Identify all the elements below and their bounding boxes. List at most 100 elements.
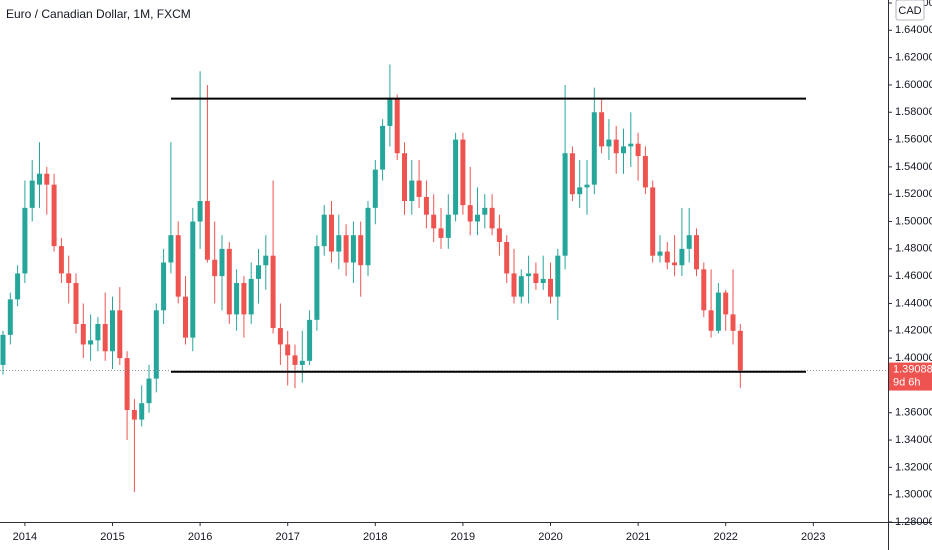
- candle-body: [482, 207, 488, 215]
- candle-body: [657, 251, 663, 256]
- candle-body: [504, 242, 510, 274]
- candle-body: [635, 143, 641, 156]
- x-tick-label: 2018: [363, 531, 387, 543]
- candle-body: [73, 282, 79, 324]
- price-axis: 1.280001.300001.320001.340001.360001.380…: [13, 0, 932, 543]
- y-tick-label: 1.34000: [895, 434, 932, 446]
- candle-body: [438, 228, 444, 238]
- candle-body: [672, 262, 678, 266]
- candle-body: [453, 139, 459, 215]
- candle-body: [358, 235, 364, 266]
- candle-body: [723, 292, 729, 315]
- y-tick-label: 1.48000: [895, 243, 932, 255]
- plot: [0, 64, 888, 492]
- x-tick-label: 2022: [713, 531, 737, 543]
- candle-body: [737, 330, 743, 371]
- candle-body: [15, 273, 21, 300]
- candle-body: [58, 246, 64, 274]
- candle-body: [212, 259, 218, 277]
- y-tick-label: 1.54000: [895, 161, 932, 173]
- candle-body: [496, 228, 502, 243]
- candle-body: [606, 139, 612, 147]
- candle-body: [489, 207, 495, 229]
- candle-body: [270, 255, 276, 329]
- candle-body: [416, 180, 422, 197]
- candle-body: [569, 153, 575, 195]
- x-tick-label: 2015: [100, 531, 124, 543]
- candle-body: [431, 214, 437, 229]
- y-tick-label: 1.36000: [895, 407, 932, 419]
- candle-body: [66, 273, 72, 283]
- candle-body: [577, 187, 583, 195]
- candle-body: [591, 112, 597, 185]
- candle-body: [219, 248, 225, 277]
- candle-body: [248, 278, 254, 315]
- candle-body: [102, 323, 108, 352]
- candle-body: [343, 235, 349, 263]
- candle-body: [613, 139, 619, 154]
- candle-body: [110, 310, 115, 352]
- candle-body: [22, 207, 28, 274]
- candle-body: [146, 378, 152, 404]
- x-tick-label: 2023: [801, 531, 825, 543]
- candle-body: [555, 255, 561, 297]
- candle-body: [307, 319, 313, 361]
- y-tick-label: 1.58000: [895, 106, 932, 118]
- x-tick-label: 2017: [275, 531, 299, 543]
- candle-body: [321, 214, 327, 247]
- x-tick-label: 2014: [13, 531, 37, 543]
- candle-body: [350, 235, 356, 263]
- candle-body: [409, 180, 415, 202]
- y-tick-label: 1.62000: [895, 52, 932, 64]
- candle-body: [131, 410, 137, 420]
- y-tick-label: 1.32000: [895, 461, 932, 473]
- candle-body: [7, 299, 13, 335]
- countdown-label: 9d 6h: [893, 376, 921, 388]
- candle-body: [664, 251, 670, 263]
- y-tick-label: 1.50000: [895, 215, 932, 227]
- candle-body: [329, 214, 334, 252]
- candle-body: [628, 143, 634, 147]
- y-tick-label: 1.64000: [895, 24, 932, 36]
- candle-body: [37, 173, 42, 185]
- candle-body: [533, 273, 539, 283]
- y-tick-label: 1.46000: [895, 270, 932, 282]
- candle-body: [51, 184, 57, 247]
- candle-body: [256, 265, 261, 279]
- candle-body: [190, 221, 196, 338]
- candle-body: [380, 125, 386, 170]
- candle-body: [518, 276, 524, 297]
- candle-body: [299, 360, 305, 365]
- candle-body: [402, 153, 407, 202]
- candle-body: [445, 214, 451, 238]
- candle-body: [88, 340, 94, 345]
- candle-body: [730, 314, 736, 331]
- x-tick-label: 2021: [626, 531, 650, 543]
- candle-body: [467, 205, 473, 222]
- candle-body: [686, 235, 692, 249]
- candle-body: [44, 173, 50, 185]
- candle-body: [599, 112, 605, 147]
- y-tick-label: 1.28000: [895, 516, 932, 528]
- candle-body: [0, 334, 6, 365]
- last-price-label: 1.39088: [893, 363, 932, 375]
- candle-body: [548, 278, 553, 297]
- candle-body: [29, 180, 35, 208]
- y-tick-label: 1.30000: [895, 489, 932, 501]
- y-tick-label: 1.60000: [895, 79, 932, 91]
- candle-body: [642, 155, 648, 188]
- candle-body: [336, 235, 342, 252]
- candle-body: [241, 282, 247, 315]
- candle-body: [372, 169, 378, 208]
- candle-body: [365, 207, 371, 266]
- candle-body: [226, 248, 232, 315]
- candle-body: [694, 235, 699, 270]
- candle-body: [475, 214, 480, 222]
- x-tick-label: 2019: [451, 531, 475, 543]
- y-tick-label: 1.40000: [895, 352, 932, 364]
- candle-body: [394, 98, 400, 154]
- candle-body: [540, 278, 546, 283]
- candle-body: [314, 246, 320, 320]
